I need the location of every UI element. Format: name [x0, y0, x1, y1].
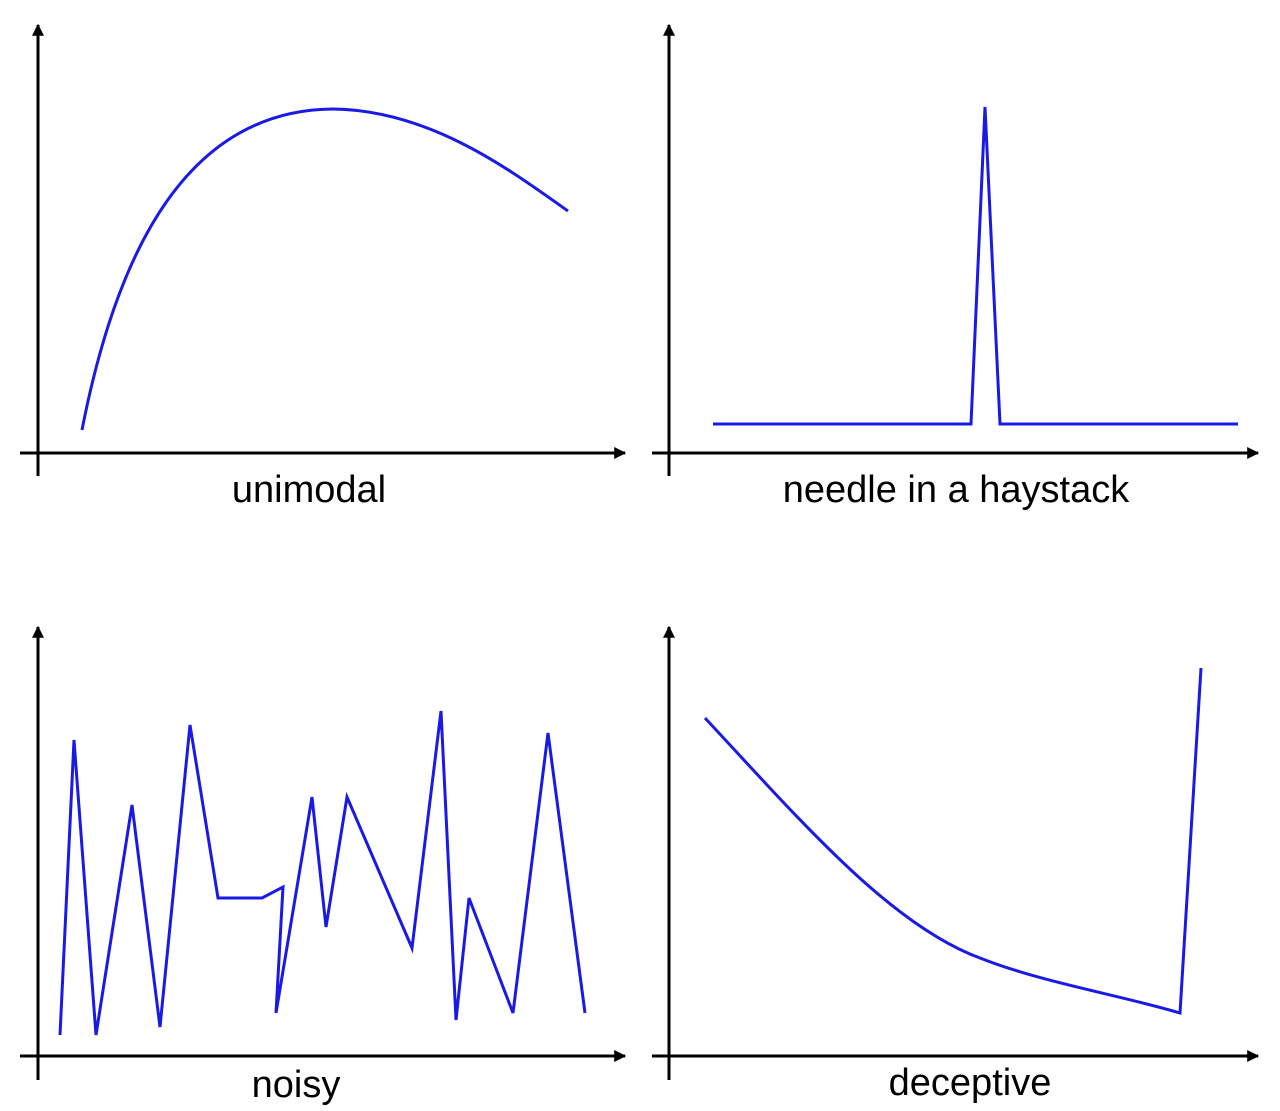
curve	[58, 710, 587, 1036]
panel-label: needle in a haystack	[783, 469, 1130, 511]
panel-noisy: noisy	[20, 625, 627, 1106]
panel-deceptive: deceptive	[652, 625, 1260, 1104]
panel-unimodal: unimodal	[20, 23, 627, 511]
panel-needle: needle in a haystack	[652, 23, 1260, 511]
curve	[703, 667, 1203, 1015]
curve	[80, 107, 569, 431]
panel-label: deceptive	[889, 1062, 1052, 1104]
panel-label: noisy	[252, 1064, 341, 1106]
panel-label: unimodal	[232, 469, 386, 511]
curve	[713, 106, 1238, 426]
